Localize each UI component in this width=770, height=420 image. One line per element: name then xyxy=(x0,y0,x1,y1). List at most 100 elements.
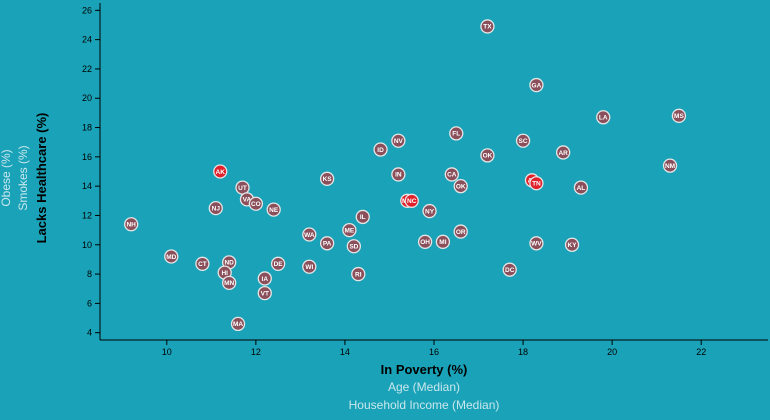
state-point-il[interactable]: IL xyxy=(355,209,370,225)
state-point-sc[interactable]: SC xyxy=(515,133,531,148)
state-point-ky[interactable]: KY xyxy=(564,237,580,252)
state-point-ca[interactable]: CA xyxy=(444,167,459,182)
state-point-ar[interactable]: AR xyxy=(555,145,571,160)
state-point-ks[interactable]: KS xyxy=(319,171,335,186)
state-point-de[interactable]: DE xyxy=(270,256,286,271)
state-marker[interactable] xyxy=(404,193,419,208)
state-point-id[interactable]: ID xyxy=(373,142,388,157)
state-point-ct[interactable]: CT xyxy=(195,256,210,271)
state-point-ga[interactable]: GA xyxy=(529,77,544,93)
state-marker[interactable] xyxy=(235,180,250,195)
state-marker[interactable] xyxy=(355,209,370,225)
state-marker[interactable] xyxy=(596,110,611,125)
state-marker[interactable] xyxy=(502,262,517,277)
state-marker[interactable] xyxy=(164,249,179,264)
state-point-fl[interactable]: FL xyxy=(449,126,464,141)
state-point-ia[interactable]: IA xyxy=(257,271,272,286)
state-point-mi[interactable]: MI xyxy=(435,234,451,249)
state-point-dc[interactable]: DC xyxy=(502,262,517,277)
state-marker[interactable] xyxy=(373,142,388,157)
state-marker[interactable] xyxy=(555,145,571,160)
state-point-nv[interactable]: NV xyxy=(391,133,406,148)
state-marker[interactable] xyxy=(319,171,335,186)
state-marker[interactable] xyxy=(417,234,433,249)
state-marker[interactable] xyxy=(248,196,264,211)
state-point-ok[interactable]: OK xyxy=(453,179,468,194)
state-point-wi[interactable]: WI xyxy=(302,259,317,274)
state-marker[interactable] xyxy=(230,316,246,332)
state-marker[interactable] xyxy=(391,167,406,182)
state-point-nm[interactable]: NM xyxy=(662,158,678,173)
y-tick-label: 14 xyxy=(82,181,92,191)
state-point-ri[interactable]: RI xyxy=(351,266,366,282)
state-marker[interactable] xyxy=(480,19,495,34)
x-tick-label: 22 xyxy=(696,347,706,357)
state-marker[interactable] xyxy=(453,224,468,239)
state-marker[interactable] xyxy=(302,227,317,242)
state-marker[interactable] xyxy=(346,239,361,254)
y-axis-title-healthcare[interactable]: Lacks Healthcare (%) xyxy=(34,113,49,244)
state-point-wv[interactable]: WV xyxy=(529,236,544,251)
state-marker[interactable] xyxy=(480,148,495,163)
y-axis-titles: Lacks Healthcare (%) Smokes (%) Obese (%… xyxy=(0,113,49,244)
state-point-ok[interactable]: OK xyxy=(480,148,495,163)
y-tick-label: 6 xyxy=(87,298,92,308)
state-point-nh[interactable]: NH xyxy=(124,217,139,232)
state-marker[interactable] xyxy=(124,217,139,232)
state-point-nc[interactable]: NC xyxy=(404,193,419,208)
state-point-ny[interactable]: NY xyxy=(422,203,437,219)
state-point-in[interactable]: IN xyxy=(391,167,406,182)
state-marker[interactable] xyxy=(257,285,272,301)
state-marker[interactable] xyxy=(391,133,406,148)
state-marker[interactable] xyxy=(351,266,366,282)
state-marker[interactable] xyxy=(270,256,286,271)
state-point-sd[interactable]: SD xyxy=(346,239,361,254)
state-point-la[interactable]: LA xyxy=(596,110,611,125)
state-marker[interactable] xyxy=(662,158,678,173)
state-marker[interactable] xyxy=(515,133,531,148)
state-marker[interactable] xyxy=(449,126,464,141)
state-marker[interactable] xyxy=(529,77,544,93)
state-marker[interactable] xyxy=(435,234,451,249)
state-marker[interactable] xyxy=(444,167,459,182)
state-marker[interactable] xyxy=(195,256,210,271)
x-axis-title-poverty[interactable]: In Poverty (%) xyxy=(381,362,468,377)
state-marker[interactable] xyxy=(453,179,468,194)
state-marker[interactable] xyxy=(564,237,580,252)
state-point-ma[interactable]: MA xyxy=(230,316,246,332)
state-marker[interactable] xyxy=(319,236,335,251)
state-marker[interactable] xyxy=(529,236,544,251)
state-marker[interactable] xyxy=(573,180,589,195)
state-marker[interactable] xyxy=(422,203,437,219)
state-marker[interactable] xyxy=(221,275,237,291)
state-marker[interactable] xyxy=(671,108,687,123)
state-point-ne[interactable]: NE xyxy=(266,202,281,217)
state-marker[interactable] xyxy=(342,222,357,238)
state-point-vt[interactable]: VT xyxy=(257,285,272,301)
x-axis-title-age[interactable]: Age (Median) xyxy=(388,380,460,394)
state-point-ms[interactable]: MS xyxy=(671,108,687,123)
state-point-me[interactable]: ME xyxy=(342,222,357,238)
state-point-al[interactable]: AL xyxy=(573,180,589,195)
state-marker[interactable] xyxy=(302,259,317,274)
state-point-ut[interactable]: UT xyxy=(235,180,250,195)
state-point-ak[interactable]: AK xyxy=(213,164,228,179)
state-point-pa[interactable]: PA xyxy=(319,236,335,251)
state-marker[interactable] xyxy=(266,202,281,217)
state-point-oh[interactable]: OH xyxy=(417,234,433,249)
state-point-wa[interactable]: WA xyxy=(302,227,317,242)
state-point-tn[interactable]: TN xyxy=(529,176,544,191)
y-axis-title-smokes[interactable]: Smokes (%) xyxy=(16,145,30,210)
state-point-md[interactable]: MD xyxy=(164,249,179,264)
state-marker[interactable] xyxy=(213,164,228,179)
state-point-co[interactable]: CO xyxy=(248,196,264,211)
state-marker[interactable] xyxy=(529,176,544,191)
state-point-nj[interactable]: NJ xyxy=(208,200,223,216)
state-point-tx[interactable]: TX xyxy=(480,19,495,34)
state-point-mn[interactable]: MN xyxy=(221,275,237,291)
state-point-or[interactable]: OR xyxy=(453,224,468,239)
state-marker[interactable] xyxy=(208,200,223,216)
y-axis-title-obese[interactable]: Obese (%) xyxy=(0,149,13,206)
x-axis-title-income[interactable]: Household Income (Median) xyxy=(349,398,500,412)
state-marker[interactable] xyxy=(257,271,272,286)
